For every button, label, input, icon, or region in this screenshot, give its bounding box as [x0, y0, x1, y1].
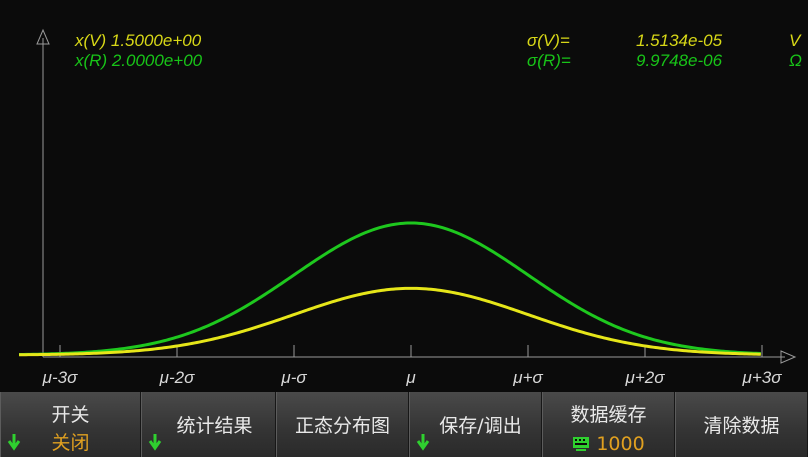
series-line — [19, 286, 761, 357]
softkey-normal-distribution-label: 正态分布图 — [294, 415, 390, 437]
x-axis-arrow-icon — [780, 350, 797, 364]
x-tick-label: μ+2σ — [625, 368, 666, 387]
softkey-switch[interactable]: 开关 关闭 — [0, 392, 141, 457]
sigma-r-value: 9.9748e-06 — [636, 51, 723, 70]
x-tick-label: μ-σ — [280, 368, 307, 387]
x-r-readout: x(R) 2.0000e+00 — [75, 51, 203, 70]
softkey-data-buffer-title: 数据缓存 — [570, 404, 647, 426]
down-arrow-icon — [7, 434, 21, 451]
softkey-data-buffer-value-row: 1000 — [543, 433, 674, 455]
keypad-icon — [573, 437, 590, 451]
sigma-r-unit: Ω — [789, 51, 802, 70]
softkey-save-recall-label: 保存/调出 — [439, 415, 522, 437]
normal-distribution-chart: μ-3σ μ-2σ μ-σ μ μ+σ μ+2σ μ+3σ — [19, 28, 797, 387]
series-line — [19, 221, 761, 357]
softkey-switch-state: 关闭 — [51, 432, 90, 454]
sigma-r-label: σ(R)= — [527, 51, 571, 70]
softkey-data-buffer-value: 1000 — [596, 433, 645, 455]
down-arrow-icon — [148, 434, 162, 451]
softkey-save-recall[interactable]: 保存/调出 — [409, 392, 542, 457]
sigma-v-value: 1.5134e-05 — [636, 31, 723, 50]
sigma-v-label: σ(V)= — [527, 31, 570, 50]
y-axis-arrow-icon — [36, 28, 50, 45]
chart-axes — [36, 28, 797, 364]
distribution-curves — [19, 221, 761, 357]
softkey-statistics-result[interactable]: 统计结果 — [141, 392, 276, 457]
x-v-readout: x(V) 1.5000e+00 — [75, 31, 202, 50]
x-axis-tick-labels: μ-3σ μ-2σ μ-σ μ μ+σ μ+2σ μ+3σ — [42, 368, 783, 387]
x-tick-label: μ-2σ — [159, 368, 195, 387]
down-arrow-icon — [416, 434, 430, 451]
softkey-statistics-result-label: 统计结果 — [176, 415, 253, 437]
sigma-v-unit: V — [789, 31, 801, 50]
x-tick-label: μ — [405, 368, 416, 387]
softkey-normal-distribution[interactable]: 正态分布图 — [276, 392, 409, 457]
x-tick-label: μ+σ — [512, 368, 543, 387]
softkey-clear-data-label: 清除数据 — [703, 415, 780, 437]
x-tick-label: μ-3σ — [42, 368, 78, 387]
statistics-display: μ-3σ μ-2σ μ-σ μ μ+σ μ+2σ μ+3σ x(V) 1.5000e+00 … — [19, 28, 802, 387]
softkey-clear-data[interactable]: 清除数据 — [675, 392, 808, 457]
softkey-data-buffer[interactable]: 数据缓存 1000 — [542, 392, 675, 457]
softkey-switch-title: 开关 — [51, 404, 90, 426]
x-tick-label: μ+3σ — [742, 368, 783, 387]
softkey-bar: 开关 关闭 统计结果 正态分布图 保存/调出 数据缓存 1000 清除数据 — [0, 392, 808, 457]
